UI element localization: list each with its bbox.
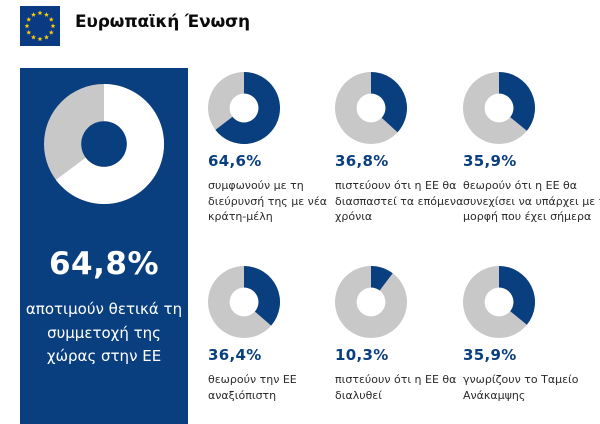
stat-description: πιστεύουν ότι η ΕΕ θα διασπαστεί τα επόμ… bbox=[335, 179, 464, 223]
flag-star bbox=[48, 29, 54, 35]
donut-slice bbox=[499, 72, 535, 131]
flag-star bbox=[26, 16, 32, 22]
eu-flag-icon bbox=[20, 6, 60, 46]
donut-hole bbox=[81, 121, 127, 167]
page-title: Ευρωπαϊκή Ένωση bbox=[75, 12, 250, 32]
stat-percentage: 10,3% bbox=[335, 346, 389, 364]
donut-hole bbox=[356, 93, 386, 123]
donut-slice bbox=[371, 72, 407, 133]
flag-star bbox=[26, 29, 32, 35]
donut-slice bbox=[55, 84, 164, 204]
flag-star bbox=[48, 16, 54, 22]
stat-percentage: 35,9% bbox=[463, 346, 517, 364]
flag-star bbox=[50, 23, 56, 29]
stat-description: γνωρίζουν το Ταμείο Ανάκαμψης bbox=[463, 373, 579, 402]
flag-star bbox=[31, 12, 36, 17]
donut-chart bbox=[335, 266, 407, 338]
stat-description: συμφωνούν με τη διεύρυνσή της με νέα κρά… bbox=[208, 179, 328, 223]
header: Ευρωπαϊκή Ένωση bbox=[0, 0, 600, 52]
stat-percentage: 36,8% bbox=[335, 152, 389, 170]
donut-slice bbox=[499, 266, 535, 325]
highlight-panel: 64,8% αποτιμούν θετικά τη συμμετοχή της … bbox=[20, 68, 188, 424]
donut-hole bbox=[229, 93, 259, 123]
stat-description: θεωρούν την ΕΕ αναξιόπιστη bbox=[208, 373, 297, 402]
donut-chart bbox=[208, 266, 280, 338]
donut-hole bbox=[356, 287, 386, 317]
main-description: αποτιμούν θετικά τη συμμετοχή της χώρας … bbox=[25, 300, 183, 365]
donut-slice bbox=[371, 266, 393, 291]
stat-percentage: 35,9% bbox=[463, 152, 517, 170]
flag-star bbox=[24, 23, 30, 29]
flag-star bbox=[37, 36, 43, 42]
stat-percentage: 64,6% bbox=[208, 152, 262, 170]
donut-slice bbox=[244, 266, 280, 326]
stat-description: θεωρούν ότι η ΕΕ θα συνεχίσει να υπάρχει… bbox=[463, 179, 600, 223]
stat-percentage: 36,4% bbox=[208, 346, 262, 364]
donut-chart bbox=[463, 72, 535, 144]
donut-chart-main bbox=[44, 84, 164, 204]
flag-star bbox=[37, 10, 43, 16]
main-percentage: 64,8% bbox=[48, 246, 160, 282]
donut-chart bbox=[208, 72, 280, 144]
donut-chart bbox=[463, 266, 535, 338]
stat-description: πιστεύουν ότι η ΕΕ θα διαλυθεί bbox=[335, 373, 457, 402]
flag-star bbox=[44, 12, 49, 17]
donut-hole bbox=[229, 287, 259, 317]
donut-hole bbox=[484, 93, 514, 123]
donut-chart bbox=[335, 72, 407, 144]
donut-hole bbox=[484, 287, 514, 317]
flag-star bbox=[31, 34, 36, 40]
flag-star bbox=[44, 34, 49, 40]
donut-slice bbox=[215, 72, 280, 144]
